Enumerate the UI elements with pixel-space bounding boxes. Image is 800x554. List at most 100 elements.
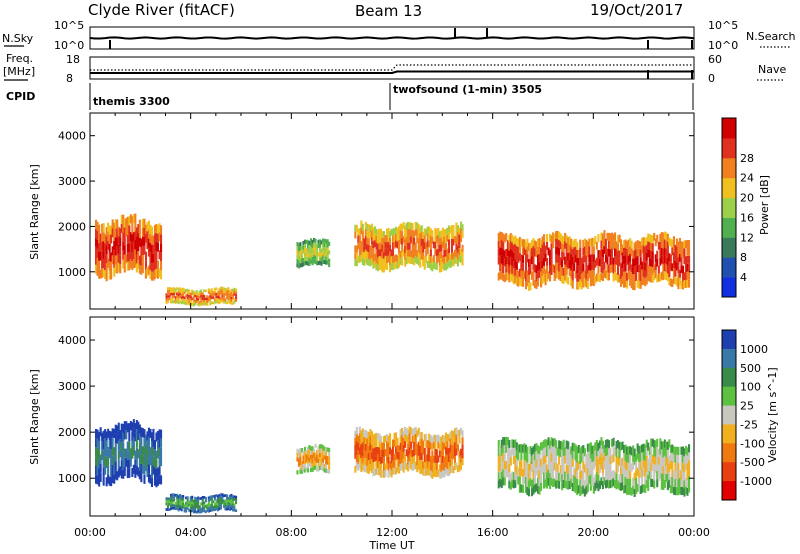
velocity-echo-cell [668,463,671,472]
velocity-echo-cell [328,469,331,474]
velocity-echo-cell [441,442,444,449]
velocity-echo-cell [171,504,174,507]
power-echo-cell [201,303,204,306]
velocity-echo-cell [414,433,417,441]
velocity-echo-cell [375,432,378,440]
power-echo-cell [147,229,150,239]
power-echo-cell [131,234,134,244]
velocity-echo-cell [669,452,672,461]
velocity-echo-cell [373,454,376,462]
velocity-echo-cell [453,428,456,436]
velocity-echo-cell [201,498,204,502]
power-echo-cell [382,251,385,259]
velocity-echo-cell [99,427,102,437]
velocity-echo-cell [518,444,521,453]
velocity-echo-cell [144,452,147,462]
velocity-echo-cell [499,446,502,455]
power-echo-cell [564,256,567,265]
power-echo-cell [98,260,101,270]
velocity-echo-cell [370,466,373,474]
velocity-echo-cell [555,440,558,449]
power-echo-cell [645,268,648,277]
velocity-echo-cell [216,495,219,498]
velocity-echo-cell [683,488,686,497]
power-echo-cell [128,216,131,226]
velocity-echo-cell [156,467,159,477]
velocity-echo-cell [306,455,309,460]
velocity-echo-cell [228,497,231,501]
velocity-echo-cell [544,439,547,448]
velocity-echo-cell [414,447,417,455]
nsearch-label: N.Search [746,30,796,43]
power-echo-cell [393,241,396,249]
power-echo-cell [576,281,579,290]
velocity-echo-cell [360,458,363,466]
velocity-echo-cell [500,439,503,448]
power-echo-cell [378,249,381,257]
velocity-echo-cell [179,496,182,500]
power-echo-cell [174,296,177,299]
velocity-echo-cell [601,481,604,490]
power-echo-cell [562,268,565,276]
power-echo-cell [624,271,627,280]
velocity-echo-cell [455,434,458,442]
power-echo-cell [149,260,152,270]
power-echo-cell [108,234,111,244]
power-echo-cell [393,234,396,242]
power-echo-cell [405,257,408,265]
power-echo-cell [328,262,331,268]
velocity-echo-cell [506,469,509,478]
power-echo-cell [314,259,317,265]
power-echo-cell [666,249,669,258]
velocity-echo-cell [626,454,629,463]
power-echo-cell [306,257,309,262]
power-echo-cell [216,295,219,299]
power-echo-cell [512,236,515,245]
power-echo-cell [155,259,158,269]
power-echo-cell [317,243,320,249]
power-echo-cell [364,222,367,229]
power-echo-cell [219,297,222,300]
power-echo-cell [177,293,180,297]
power-echo-cell [173,300,176,304]
velocity-echo-cell [227,502,230,505]
power-echo-cell [553,233,556,242]
velocity-echo-cell [128,450,131,460]
power-echo-cell [499,271,502,280]
power-colorbar-swatch [722,237,736,258]
velocity-echo-cell [681,478,684,487]
velocity-echo-cell [150,441,153,451]
velocity-echo-cell [562,455,565,464]
velocity-echo-cell [396,437,399,445]
velocity-echo-cell [376,454,379,461]
velocity-echo-cell [137,449,140,459]
power-echo-cell [556,270,559,279]
velocity-echo-cell [505,436,508,445]
power-echo-cell [299,246,302,251]
velocity-echo-cell [210,500,213,504]
power-echo-cell [322,238,325,243]
velocity-echo-cell [392,446,395,454]
velocity-echo-cell [396,444,399,452]
velocity-echo-cell [176,499,179,502]
velocity-echo-cell [568,448,571,457]
power-echo-cell [440,244,443,252]
power-echo-cell [686,247,689,256]
power-echo-cell [134,231,137,241]
power-echo-cell [219,292,222,295]
power-echo-cell [535,265,538,274]
velocity-echo-cell [95,465,98,475]
power-echo-cell [419,226,422,234]
power-echo-cell [497,232,500,241]
power-echo-cell [222,300,225,304]
power-echo-cell [546,265,549,274]
power-echo-cell [586,249,589,258]
velocity-echo-cell [568,480,571,489]
power-echo-cell [683,240,686,249]
velocity-echo-cell [550,477,553,486]
power-echo-cell [614,248,617,257]
velocity-echo-cell [589,442,592,451]
power-echo-cell [233,287,236,291]
power-echo-cell [110,252,113,262]
velocity-echo-cell [209,509,212,512]
